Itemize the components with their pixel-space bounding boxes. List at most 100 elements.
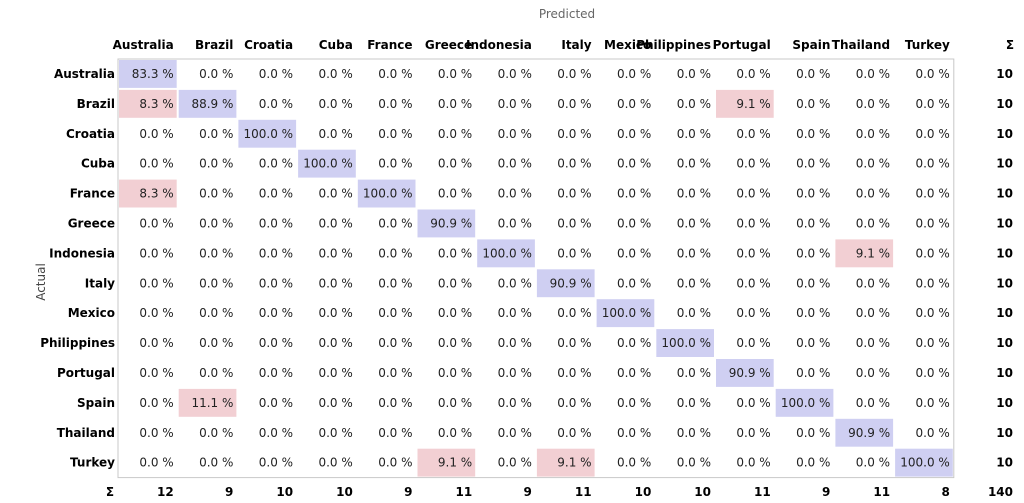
column-header: Mexico (604, 38, 651, 52)
cell-value: 0.0 % (856, 306, 890, 320)
cell-value: 0.0 % (438, 426, 472, 440)
cell-value: 0.0 % (736, 216, 770, 230)
column-header: Greece (425, 38, 472, 52)
cell-value: 90.9 % (430, 216, 472, 230)
cell-value: 0.0 % (796, 336, 830, 350)
cell-value: 0.0 % (677, 396, 711, 410)
row-sum: 10 (996, 306, 1013, 320)
cell-value: 0.0 % (677, 157, 711, 171)
cell-value: 0.0 % (557, 127, 591, 141)
row-header: Indonesia (49, 246, 115, 260)
column-sum: 10 (336, 485, 353, 499)
column-header: Turkey (905, 38, 950, 52)
cell-value: 0.0 % (856, 216, 890, 230)
cell-value: 0.0 % (378, 426, 412, 440)
cell-value: 0.0 % (915, 216, 949, 230)
cell-value: 0.0 % (557, 157, 591, 171)
cell-value: 0.0 % (498, 157, 532, 171)
cell-value: 0.0 % (796, 216, 830, 230)
row-sum: 10 (996, 187, 1013, 201)
cell-value: 0.0 % (318, 97, 352, 111)
cell-value: 0.0 % (498, 187, 532, 201)
cell-value: 0.0 % (796, 456, 830, 470)
cell-value: 0.0 % (498, 127, 532, 141)
cell-value: 0.0 % (856, 187, 890, 201)
column-header: France (367, 38, 412, 52)
cell-value: 0.0 % (139, 396, 173, 410)
column-header: Cuba (319, 38, 353, 52)
cell-value: 0.0 % (677, 366, 711, 380)
cell-value: 100.0 % (244, 127, 294, 141)
cell-value: 0.0 % (498, 276, 532, 290)
cell-value: 0.0 % (498, 97, 532, 111)
misclassification-cell-highlight (119, 89, 177, 118)
cell-value: 0.0 % (915, 306, 949, 320)
cell-value: 0.0 % (259, 97, 293, 111)
cell-value: 0.0 % (736, 246, 770, 260)
cell-value: 0.0 % (915, 67, 949, 81)
cell-value: 0.0 % (259, 336, 293, 350)
row-header: Croatia (66, 127, 115, 141)
cell-value: 0.0 % (796, 157, 830, 171)
cell-value: 0.0 % (378, 336, 412, 350)
cell-value: 0.0 % (557, 306, 591, 320)
cell-value: 0.0 % (139, 456, 173, 470)
row-sum: 10 (996, 456, 1013, 470)
column-sum: 9 (822, 485, 830, 499)
cell-value: 0.0 % (498, 336, 532, 350)
cell-value: 0.0 % (677, 127, 711, 141)
cell-value: 0.0 % (438, 366, 472, 380)
column-sum: 10 (694, 485, 711, 499)
cell-value: 0.0 % (915, 396, 949, 410)
cell-value: 0.0 % (378, 157, 412, 171)
diagonal-cell-highlight (119, 60, 177, 88)
cell-value: 0.0 % (557, 396, 591, 410)
diagonal-cell-highlight (835, 418, 894, 447)
cell-value: 0.0 % (139, 366, 173, 380)
cell-value: 0.0 % (915, 97, 949, 111)
column-header: Portugal (713, 38, 771, 52)
column-sum: 9 (404, 485, 412, 499)
column-header: Australia (113, 38, 174, 52)
cell-value: 0.0 % (259, 456, 293, 470)
cell-value: 0.0 % (438, 336, 472, 350)
column-sum: 11 (754, 485, 771, 499)
cell-value: 0.0 % (318, 306, 352, 320)
cell-value: 0.0 % (139, 127, 173, 141)
cell-value: 9.1 % (438, 456, 472, 470)
cell-value: 0.0 % (378, 306, 412, 320)
cell-value: 100.0 % (363, 187, 413, 201)
cell-value: 0.0 % (139, 276, 173, 290)
cell-value: 0.0 % (617, 97, 651, 111)
column-sum: 10 (276, 485, 293, 499)
cell-value: 0.0 % (378, 276, 412, 290)
cell-value: 0.0 % (736, 127, 770, 141)
column-header: Brazil (195, 38, 233, 52)
row-header: Turkey (70, 456, 115, 470)
cell-value: 0.0 % (318, 456, 352, 470)
cell-value: 0.0 % (617, 157, 651, 171)
row-header: Australia (54, 67, 115, 81)
diagonal-cell-highlight (477, 239, 535, 268)
cell-value: 0.0 % (617, 67, 651, 81)
misclassification-cell-highlight (178, 388, 237, 417)
cell-value: 0.0 % (557, 67, 591, 81)
cell-value: 0.0 % (856, 127, 890, 141)
cell-value: 0.0 % (796, 306, 830, 320)
cell-value: 0.0 % (378, 366, 412, 380)
cell-value: 0.0 % (438, 127, 472, 141)
column-sum: 9 (524, 485, 532, 499)
cell-value: 0.0 % (259, 216, 293, 230)
cell-value: 0.0 % (736, 187, 770, 201)
cell-value: 0.0 % (736, 456, 770, 470)
cell-value: 0.0 % (677, 67, 711, 81)
row-header: Philippines (40, 336, 115, 350)
cell-value: 0.0 % (139, 246, 173, 260)
diagonal-cell-highlight (357, 179, 416, 208)
cell-value: 100.0 % (303, 157, 353, 171)
column-header: Croatia (244, 38, 293, 52)
row-sum: 10 (996, 67, 1013, 81)
row-sum: 10 (996, 157, 1013, 171)
cell-value: 0.0 % (199, 456, 233, 470)
